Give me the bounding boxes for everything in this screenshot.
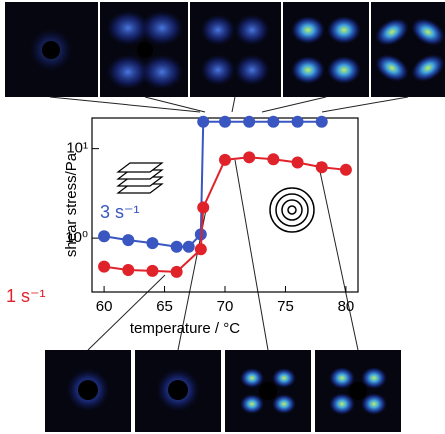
x-tick-label: 75 [277,298,294,315]
data-point [197,201,209,213]
figure: temperature / °C shear stress/Pa 6065707… [0,0,445,434]
scattering-images-top [5,2,445,97]
data-point [146,237,158,249]
x-tick-label: 60 [96,298,113,315]
data-point [340,164,352,176]
y-tick-label: 10¹ [66,140,88,157]
series-label: 1 s⁻¹ [6,286,46,306]
data-point [292,116,304,128]
plates-icon [118,163,162,193]
data-point [316,116,328,128]
data-point [219,116,231,128]
data-point [122,264,134,276]
data-point [267,116,279,128]
data-point [267,153,279,165]
data-point [98,261,110,273]
data-point [122,234,134,246]
x-axis-label: temperature / °C [130,320,240,337]
x-tick-label: 80 [338,298,355,315]
scattering-images-bottom [45,350,401,432]
data-point [243,116,255,128]
data-point [316,161,328,173]
data-point [219,154,231,166]
x-tick-label: 65 [156,298,173,315]
data-point [171,266,183,278]
series-label: 3 s⁻¹ [100,202,140,222]
data-point [292,157,304,169]
data-point [197,116,209,128]
data-point [171,241,183,253]
data-point [146,265,158,277]
data-point [183,241,195,253]
data-point [243,151,255,163]
circles-icon [270,188,314,232]
x-tick-label: 70 [217,298,234,315]
data-point [98,230,110,242]
y-tick-label: 10⁰ [65,229,88,246]
data-point [195,243,207,255]
